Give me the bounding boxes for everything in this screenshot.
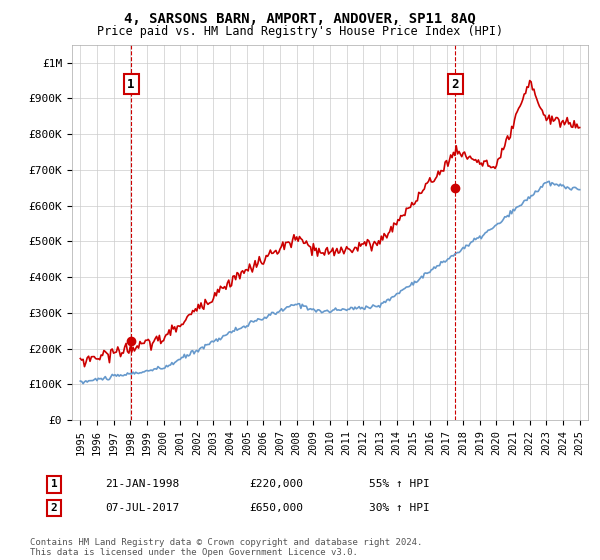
Text: Price paid vs. HM Land Registry's House Price Index (HPI): Price paid vs. HM Land Registry's House … (97, 25, 503, 38)
Text: 1: 1 (50, 479, 58, 489)
Text: 4, SARSONS BARN, AMPORT, ANDOVER, SP11 8AQ: 4, SARSONS BARN, AMPORT, ANDOVER, SP11 8… (124, 12, 476, 26)
Text: Contains HM Land Registry data © Crown copyright and database right 2024.
This d: Contains HM Land Registry data © Crown c… (30, 538, 422, 557)
Text: 30% ↑ HPI: 30% ↑ HPI (369, 503, 430, 513)
Text: £650,000: £650,000 (249, 503, 303, 513)
Text: 07-JUL-2017: 07-JUL-2017 (105, 503, 179, 513)
Text: £220,000: £220,000 (249, 479, 303, 489)
Text: 2: 2 (50, 503, 58, 513)
Text: 21-JAN-1998: 21-JAN-1998 (105, 479, 179, 489)
Text: 2: 2 (451, 78, 459, 91)
Text: 1: 1 (127, 78, 135, 91)
Text: 55% ↑ HPI: 55% ↑ HPI (369, 479, 430, 489)
